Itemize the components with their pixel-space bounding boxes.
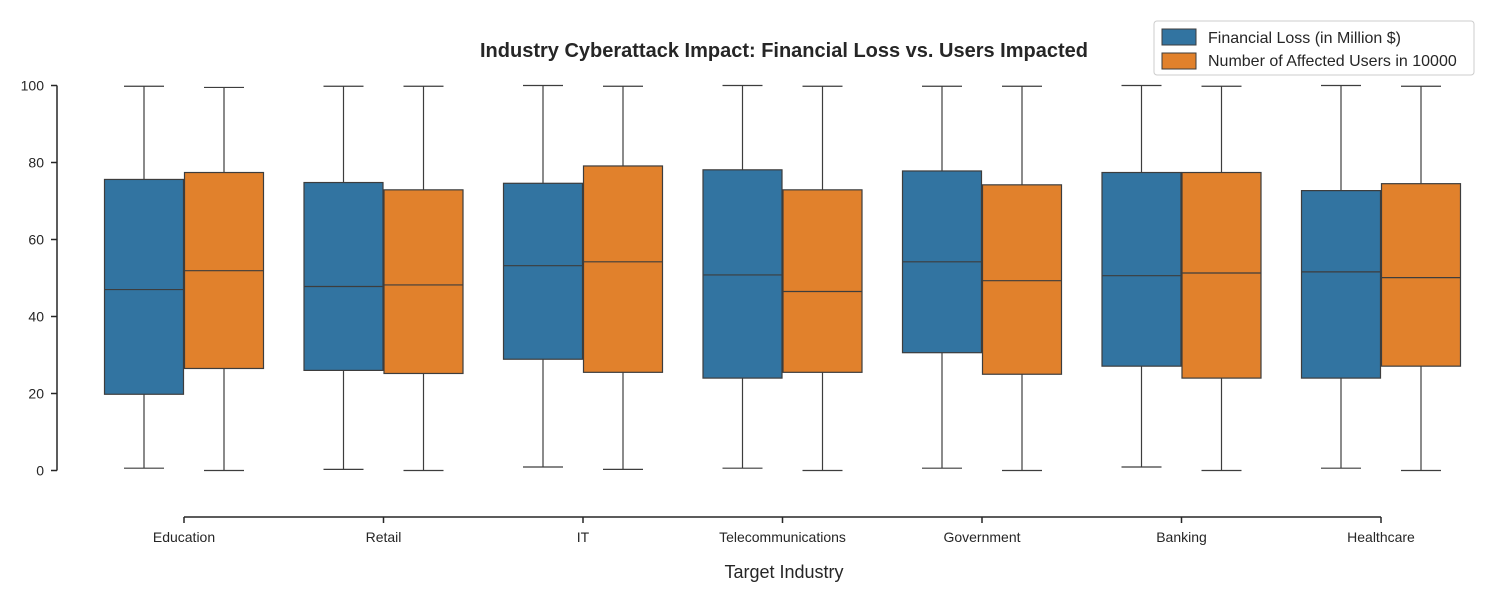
box-government-affected-users-iqr: [981, 184, 1063, 375]
legend-swatch-financial-loss: [1161, 28, 1197, 46]
box-retail-financial-loss-iqr: [303, 181, 384, 372]
box-telecommunications-affected-users-iqr: [782, 189, 863, 373]
y-tick-label-20: 20: [28, 386, 44, 402]
y-tick-label-0: 0: [36, 463, 44, 479]
x-tick-label-it: IT: [577, 529, 590, 545]
x-tick-label-telecommunications: Telecommunications: [719, 529, 846, 545]
box-it-affected-users-iqr: [582, 165, 664, 373]
x-tick-label-healthcare: Healthcare: [1347, 529, 1415, 545]
legend: Financial Loss (in Million $) Number of …: [1153, 20, 1475, 76]
y-tick-label-100: 100: [21, 78, 45, 94]
chart-title: Industry Cyberattack Impact: Financial L…: [480, 40, 1088, 62]
box-banking-financial-loss-iqr: [1101, 171, 1182, 367]
y-tick-label-60: 60: [28, 232, 44, 248]
x-tick-label-retail: Retail: [366, 529, 402, 545]
box-healthcare-financial-loss-iqr: [1300, 190, 1382, 379]
plot-area: 0 20 40 60 80 100 Education Retail IT Telecommuni…: [21, 78, 1462, 545]
legend-label-affected-users: Number of Affected Users in 10000: [1208, 53, 1457, 70]
legend-frame: [1153, 20, 1475, 76]
x-tick-label-government: Government: [943, 529, 1020, 545]
box-healthcare-affected-users-iqr: [1380, 183, 1462, 367]
x-tick-label-education: Education: [153, 529, 215, 545]
y-tick-label-40: 40: [28, 309, 44, 325]
x-tick-label-banking: Banking: [1156, 529, 1207, 545]
x-axis-label: Target Industry: [724, 562, 843, 582]
y-tick-label-80: 80: [28, 155, 44, 171]
box-banking-affected-users-iqr: [1181, 171, 1262, 379]
box-education-financial-loss-iqr: [103, 178, 185, 395]
box-telecommunications-financial-loss-iqr: [702, 169, 783, 379]
box-it-financial-loss-iqr: [502, 182, 584, 360]
legend-swatch-affected-users: [1161, 52, 1197, 70]
legend-label-financial-loss: Financial Loss (in Million $): [1208, 30, 1401, 47]
box-retail-affected-users-iqr: [383, 189, 464, 375]
